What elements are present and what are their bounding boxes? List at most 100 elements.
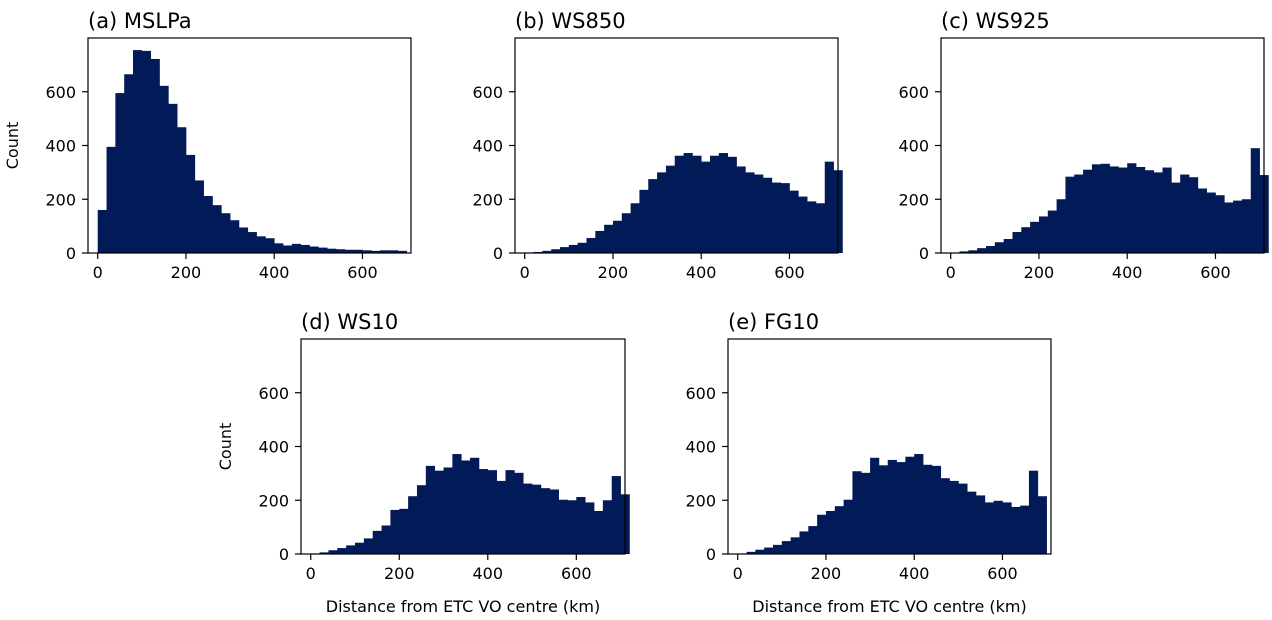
histogram-bar bbox=[346, 545, 356, 554]
histogram-bar bbox=[604, 224, 614, 253]
histogram-bar bbox=[540, 488, 551, 554]
histogram-bar bbox=[1003, 239, 1013, 253]
histogram-bar bbox=[852, 471, 862, 554]
histogram-bar bbox=[986, 246, 996, 253]
x-axis-label: Distance from ETC VO centre (km) bbox=[752, 597, 1026, 616]
histogram-bar bbox=[736, 166, 746, 253]
histogram-bar bbox=[940, 478, 950, 554]
histogram-bar bbox=[399, 508, 409, 554]
histogram-bar bbox=[203, 196, 213, 253]
histogram-bar bbox=[771, 182, 781, 253]
y-axis-label: Count bbox=[216, 423, 235, 471]
histogram-bar bbox=[505, 470, 515, 554]
x-tick-label: 0 bbox=[306, 564, 316, 583]
panel-1: 0 200 400 600 0 200 400 600 (b) WS850 bbox=[472, 9, 843, 282]
histogram-bar bbox=[408, 496, 418, 554]
histogram-bar bbox=[337, 548, 347, 554]
histogram-bar bbox=[1020, 505, 1030, 554]
histogram-bar bbox=[781, 541, 792, 554]
histogram-bar bbox=[327, 248, 337, 253]
histogram-bar bbox=[861, 472, 871, 554]
histogram-bar bbox=[1197, 188, 1207, 253]
histogram-bar bbox=[388, 250, 399, 253]
histogram-bar bbox=[523, 483, 533, 554]
histogram-bar bbox=[514, 472, 524, 554]
x-tick-label: 400 bbox=[899, 564, 930, 583]
panel-4: 0 200 400 600 0 200 400 600 (e) FG10 Distance fro… bbox=[685, 310, 1052, 616]
histogram-bar bbox=[1002, 502, 1012, 554]
y-tick-label: 200 bbox=[898, 190, 929, 209]
y-tick-label: 600 bbox=[472, 83, 503, 102]
histogram-bar bbox=[380, 250, 390, 253]
histogram-bar bbox=[905, 456, 915, 554]
y-tick-label: 600 bbox=[258, 384, 289, 403]
histogram-bar bbox=[834, 506, 844, 554]
histogram-bar bbox=[425, 465, 436, 554]
histogram-bar bbox=[780, 183, 790, 253]
histogram-bar bbox=[300, 244, 310, 253]
histogram-bar bbox=[487, 470, 497, 554]
y-tick-label: 400 bbox=[472, 137, 503, 156]
histogram-bar bbox=[1083, 169, 1093, 253]
histogram-bar bbox=[931, 465, 942, 554]
panel-0: 0 200 400 600 0 200 400 600 (a) MSLPa Count bbox=[3, 9, 412, 282]
histogram-bar bbox=[344, 249, 354, 253]
histogram-bars bbox=[524, 153, 843, 253]
histogram-bar bbox=[870, 457, 880, 554]
histogram-bar bbox=[648, 179, 658, 253]
histogram-bar bbox=[1030, 221, 1040, 253]
histogram-bars bbox=[737, 454, 1047, 554]
x-tick-label: 0 bbox=[733, 564, 743, 583]
histogram-bar bbox=[683, 153, 693, 253]
x-axis-label: Distance from ETC VO centre (km) bbox=[326, 597, 600, 616]
histogram-bar bbox=[496, 480, 506, 554]
x-tick-label: 400 bbox=[259, 263, 290, 282]
histogram-bar bbox=[745, 172, 755, 253]
histogram-bar bbox=[221, 213, 231, 253]
histogram-bars bbox=[97, 50, 407, 254]
y-tick-label: 400 bbox=[685, 438, 716, 457]
panel-title: (a) MSLPa bbox=[88, 9, 192, 33]
histogram-bar bbox=[612, 220, 623, 253]
histogram-bar bbox=[887, 459, 897, 554]
histogram-bar bbox=[212, 205, 222, 253]
panel-title: (d) WS10 bbox=[301, 310, 398, 334]
x-tick-label: 600 bbox=[987, 564, 1018, 583]
histogram-bar bbox=[551, 249, 561, 253]
x-tick-label: 600 bbox=[561, 564, 592, 583]
histogram-bar bbox=[977, 248, 987, 253]
histogram-bar bbox=[701, 161, 711, 253]
y-tick-label: 600 bbox=[45, 83, 76, 102]
y-tick-label: 400 bbox=[898, 137, 929, 156]
y-tick-label: 200 bbox=[472, 190, 503, 209]
histogram-bar bbox=[549, 489, 559, 554]
panel-2: 0 200 400 600 0 200 400 600 (c) WS925 bbox=[898, 9, 1269, 282]
histogram-bar bbox=[815, 203, 826, 253]
y-tick-label: 0 bbox=[706, 545, 716, 564]
histogram-bar bbox=[560, 247, 570, 253]
y-tick-label: 0 bbox=[919, 244, 929, 263]
histogram-bar bbox=[371, 250, 381, 253]
histogram-bar bbox=[532, 484, 542, 554]
histogram-bar bbox=[746, 551, 756, 554]
histogram-bar bbox=[1012, 232, 1022, 253]
panel-title: (e) FG10 bbox=[728, 310, 819, 334]
histogram-bar bbox=[568, 244, 579, 253]
histogram-bar bbox=[764, 547, 774, 554]
histogram-bar bbox=[967, 491, 977, 554]
histogram-bar bbox=[923, 464, 933, 554]
panel-title: (b) WS850 bbox=[515, 9, 626, 33]
histogram-bar bbox=[291, 243, 302, 253]
histogram-bar bbox=[586, 237, 596, 253]
histogram-bar bbox=[434, 470, 444, 554]
histogram-bar bbox=[1224, 202, 1234, 253]
y-tick-label: 600 bbox=[898, 83, 929, 102]
histogram-bar bbox=[1206, 192, 1216, 253]
histogram-bar bbox=[97, 210, 107, 253]
histogram-bar bbox=[692, 155, 702, 253]
histogram-bar bbox=[585, 502, 595, 554]
histogram-bar bbox=[309, 246, 319, 253]
histogram-bar bbox=[808, 526, 818, 554]
y-tick-label: 0 bbox=[493, 244, 503, 263]
histogram-bar bbox=[718, 153, 729, 253]
